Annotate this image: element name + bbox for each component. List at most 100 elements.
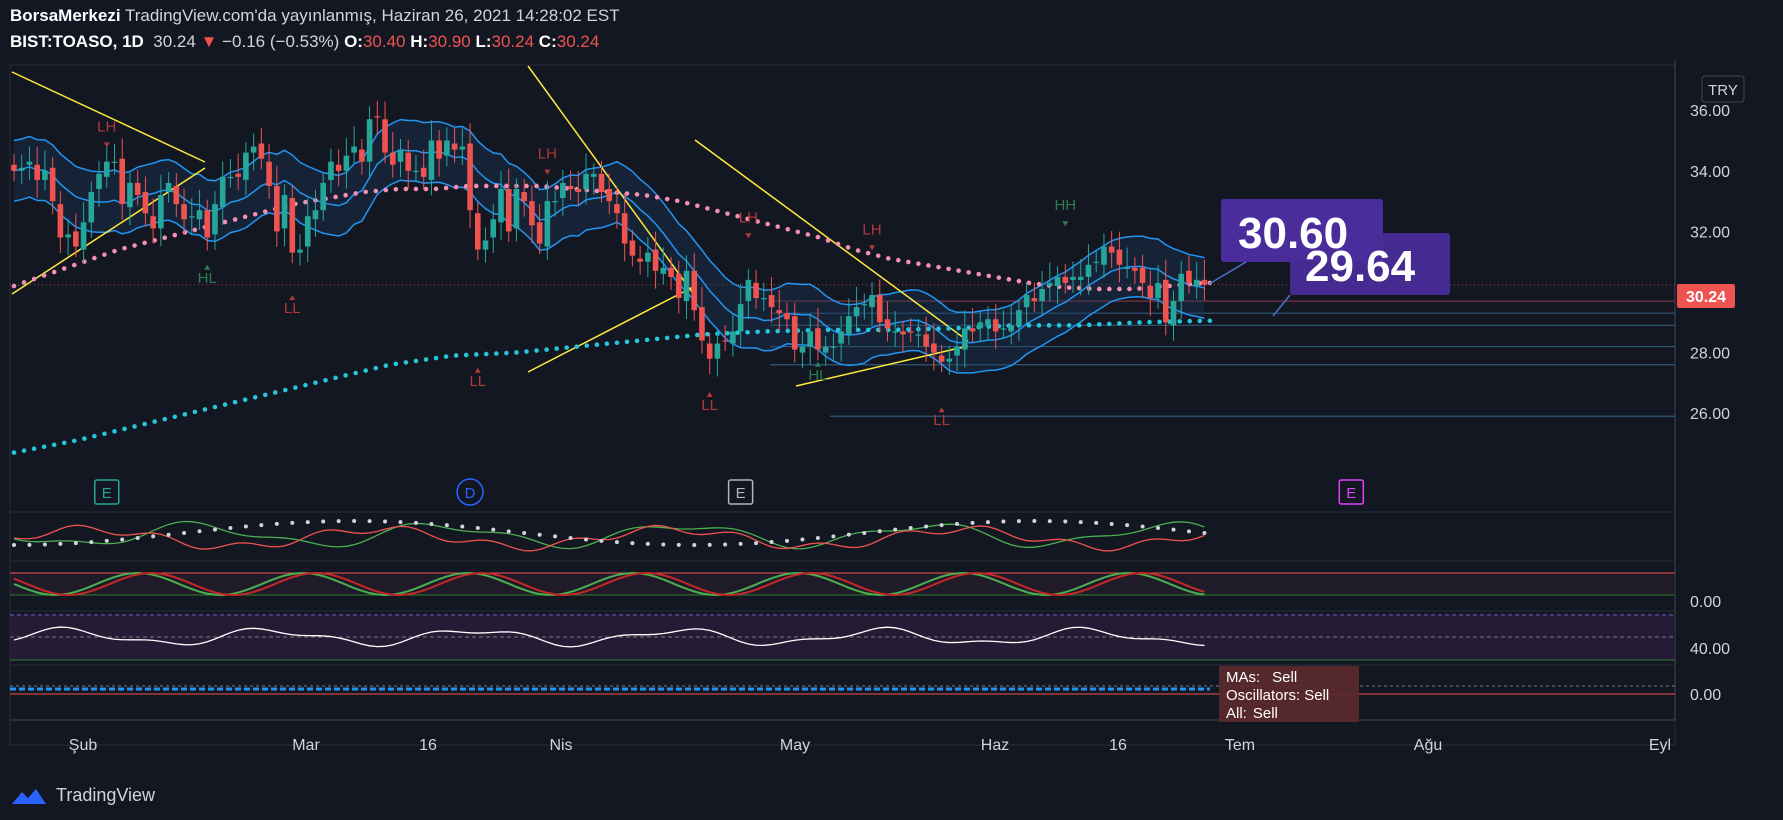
indicator-dot [182,530,187,535]
ma-dot-pink [363,189,369,195]
ma-dot-cyan [544,347,549,352]
candle-body [907,331,914,333]
candle-body [884,319,891,329]
candle-body [490,219,497,238]
ma-dot-pink [1086,286,1092,291]
indicator-dot [1156,526,1161,531]
candle-body [1101,246,1107,265]
indicator-dot [243,524,248,529]
symbol-label[interactable]: BIST:TOASO, 1D [10,32,144,51]
stoch-tick-label: 0.00 [1690,594,1721,611]
candle-body [73,231,79,247]
candle-body [405,152,412,171]
ma-dot-pink [192,227,198,233]
ma-dot-pink [544,184,549,189]
candle-body [560,182,566,199]
indicator-dot [630,541,635,546]
candle-body [776,310,783,314]
ma-dot-pink [1026,280,1032,286]
ma-dot-cyan [956,325,961,331]
stoch-d-line [13,572,1205,597]
band-line [13,179,1205,374]
ma-dot-cyan [323,377,328,383]
candle-body [1062,276,1069,283]
indicator-dot [1094,520,1099,525]
indicator-dot [985,520,990,525]
ma-dot-cyan [463,352,469,358]
candle-body [706,343,713,359]
ma-dot-pink [333,194,338,200]
indicator-dot [305,520,310,525]
ma-dot-pink [1096,286,1102,292]
ma-dot-pink [433,186,439,192]
ma-dot-cyan [453,353,459,358]
currency-badge[interactable]: TRY [1701,75,1745,103]
indicator-dot [166,532,171,537]
ma-dot-cyan [835,327,841,333]
ma-dot-cyan [1187,318,1193,324]
candle-body [714,343,721,359]
candlesticks [11,100,1208,377]
ma-dot-cyan [554,346,559,351]
price-chart[interactable]: LH HL LL LL LH LL LH HL LH LL HH E D E E 26.00 28.00 30… [0,0,1783,760]
candle-body [320,182,326,211]
ma-dot-cyan [303,382,308,388]
ma-dot-cyan [735,330,740,336]
stochastic-pane[interactable]: 0.00 [10,571,1721,611]
candle-body [737,304,744,332]
pattern-arrow-icon [103,142,110,148]
candle-body [761,298,767,300]
indicator-dot [893,527,898,532]
callout-boxes[interactable]: 30.60 29.64 [1208,199,1450,317]
rsi-pane[interactable]: 40.00 [10,614,1730,661]
pattern-arrow-icon [869,245,876,251]
ma-dot-cyan [252,395,258,400]
pane-separators [10,511,1675,666]
time-tick-label: Nis [549,737,572,754]
candle-body [606,188,613,202]
currency-label: TRY [1708,82,1738,99]
trend-lines[interactable] [11,65,969,387]
ma-dot-cyan [1036,323,1042,328]
pattern-arrow-icon [204,264,211,270]
ma-dot-cyan [926,326,931,332]
ma-dot-pink [1016,278,1022,284]
candle-body [304,216,311,247]
ma-dot-pink [634,192,640,197]
candle-body [1108,246,1115,253]
candle-body [258,143,265,159]
ma-dot-cyan [594,342,600,348]
ma-dot-cyan [564,345,569,350]
candle-body [753,282,759,299]
all-label: All: [1226,705,1247,722]
candle-body [730,331,736,344]
ma-dot-cyan [162,416,168,422]
ma-dot-pink [21,280,27,285]
event-marker-label: E [1346,485,1356,502]
ma-dot-cyan [574,344,580,349]
candle-body [297,249,303,253]
ma-dot-pink [82,259,87,264]
ma-dot-cyan [654,336,660,342]
ma-dot-cyan [1197,318,1203,324]
ma-dot-pink [654,194,660,200]
indicator-dot [599,538,604,543]
tradingview-watermark[interactable]: TradingView [10,785,155,806]
ma-dot-cyan [373,365,379,371]
indicator-dot [228,526,233,531]
indicator-pane-1[interactable] [12,519,1207,552]
ma-dot-cyan [443,354,449,359]
candle-body [1077,276,1084,280]
ma-dot-cyan [313,380,318,386]
ma-dot-pink [252,211,258,217]
ma-dot-pink [504,183,509,189]
time-tick-label: Şub [69,737,98,754]
ma-dot-cyan [202,407,208,412]
ma-dot-pink [715,208,720,214]
ma-dot-pink [916,261,921,267]
author-name[interactable]: BorsaMerkezi [10,6,121,25]
indicator-dot [58,541,63,546]
technical-rating-pane[interactable]: 0.00 [10,685,1721,704]
chart-header-title: BorsaMerkezi TradingView.com'da yayınlan… [10,6,620,26]
